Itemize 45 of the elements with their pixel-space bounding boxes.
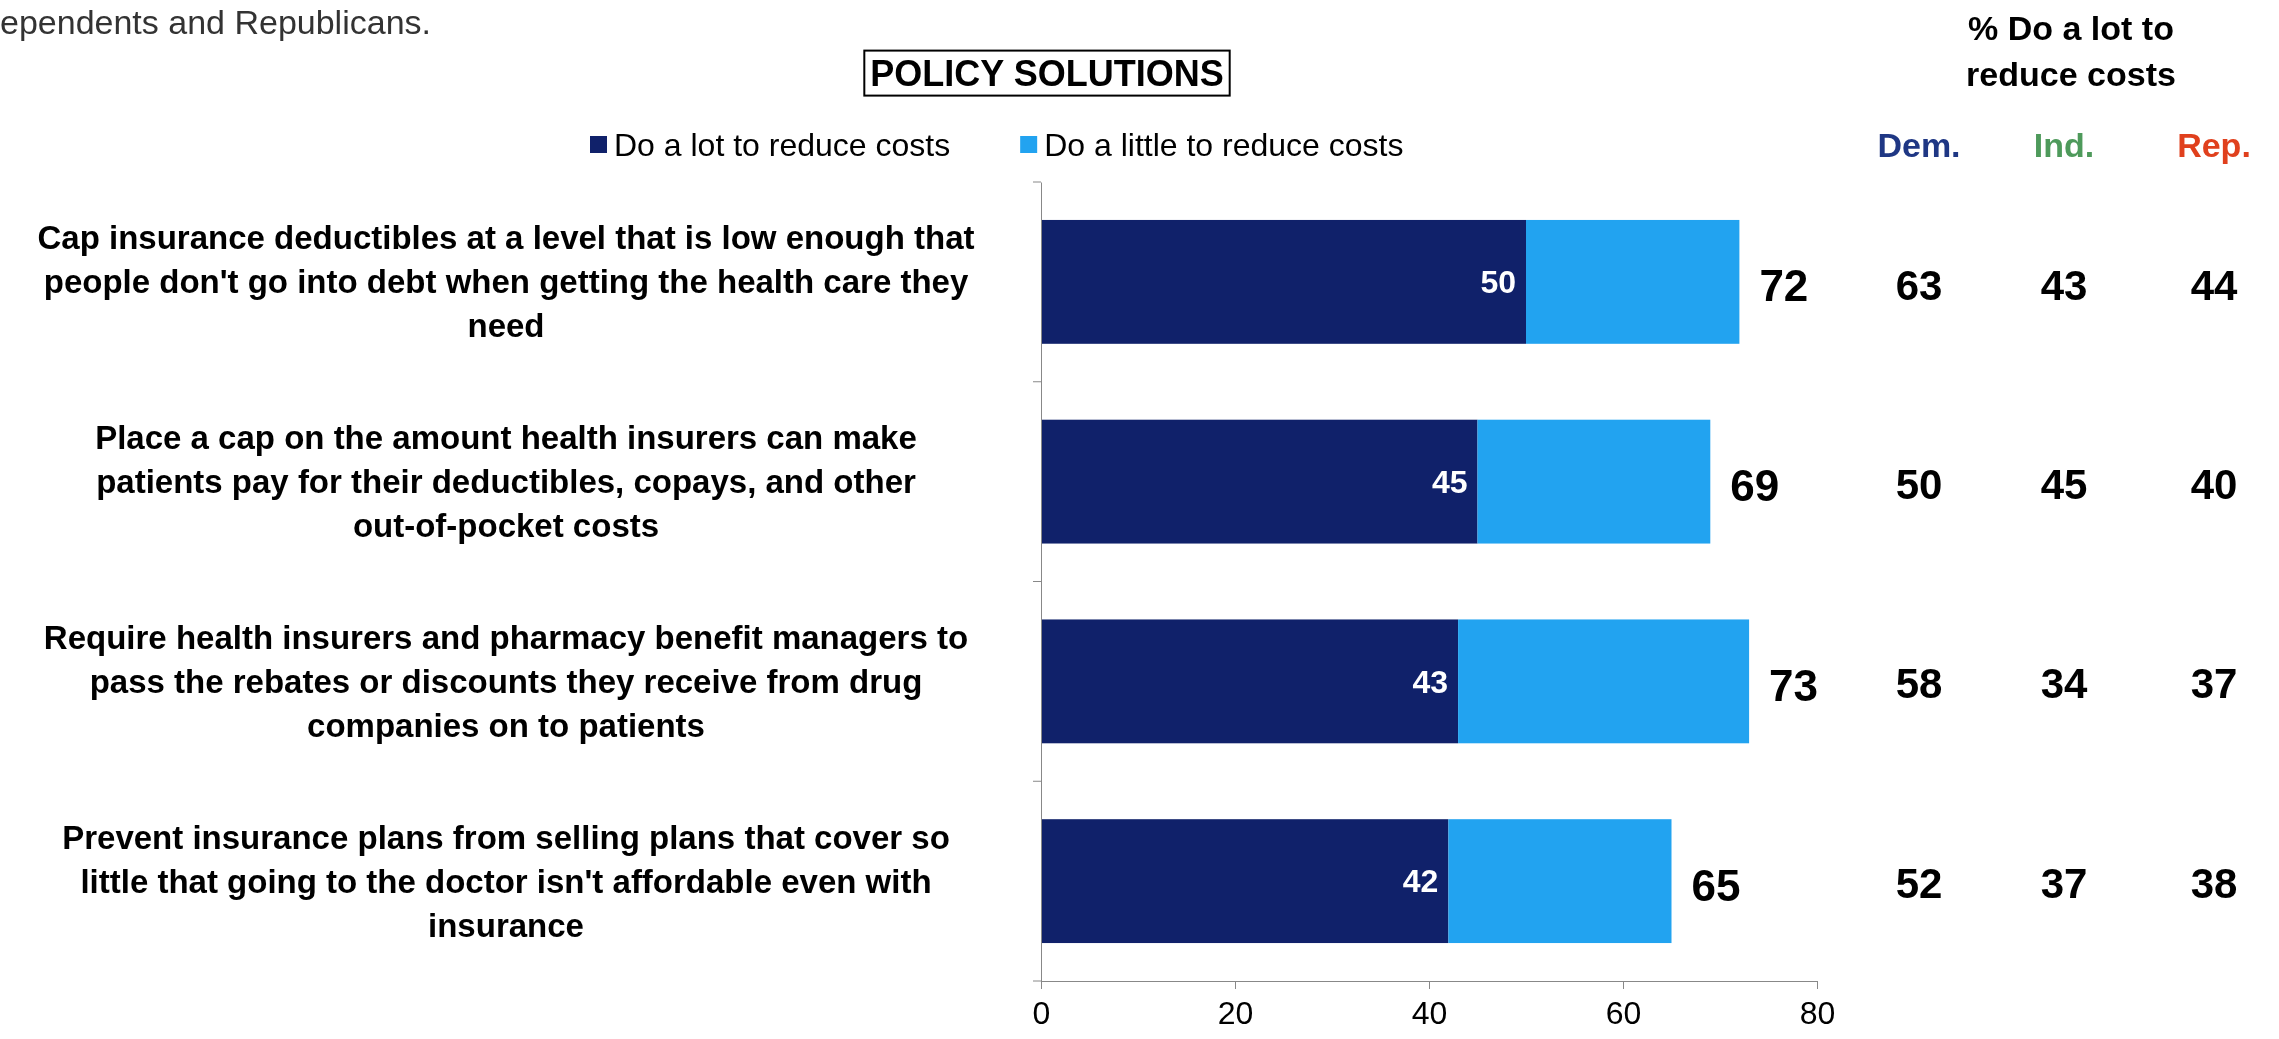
data-label: 52 bbox=[1895, 859, 1943, 907]
data-label: 38 bbox=[2190, 859, 2238, 907]
bar bbox=[1477, 419, 1711, 544]
bar bbox=[1526, 219, 1740, 344]
legend-label: Do a lot to reduce costs bbox=[614, 127, 951, 164]
y-tick-label: Prevent insurance plans from selling plans that cover so little that going to the doctor isn't affordable even with insurance bbox=[62, 818, 950, 944]
data-label: 42 bbox=[1402, 863, 1439, 900]
y-tick-label: Cap insurance deductibles at a level that is low enough that people don't go into debt when getting the health care they need bbox=[37, 219, 975, 345]
bar bbox=[1041, 419, 1478, 544]
x-tick-label: 60 bbox=[1605, 995, 1642, 1031]
bar bbox=[1448, 819, 1672, 944]
data-label: 40 bbox=[2190, 460, 2238, 508]
text: ependents and Republicans. bbox=[0, 2, 431, 41]
x-tick-label: 0 bbox=[1032, 995, 1051, 1031]
bar bbox=[1041, 619, 1459, 744]
legend-label: Do a little to reduce costs bbox=[1044, 127, 1404, 164]
x-tick-label: 20 bbox=[1217, 995, 1254, 1031]
bar bbox=[1041, 819, 1449, 944]
y-tick-label: Require health insurers and pharmacy benefit managers to pass the rebates or discounts they receive from drug companies on to patients bbox=[43, 618, 969, 744]
x-tick-label: 80 bbox=[1799, 995, 1836, 1031]
data-label: 45 bbox=[1431, 463, 1468, 500]
data-label: 37 bbox=[2190, 659, 2238, 707]
total-label: 72 bbox=[1759, 261, 1809, 311]
x-tick-label: Rep. bbox=[2177, 125, 2251, 164]
data-label: 44 bbox=[2190, 261, 2238, 309]
x-tick-label: Dem. bbox=[1877, 125, 1961, 164]
total-label: 73 bbox=[1769, 660, 1819, 710]
total-label: 69 bbox=[1730, 461, 1780, 511]
data-label: 43 bbox=[2040, 261, 2088, 309]
total-label: 65 bbox=[1691, 860, 1741, 910]
x-tick-label: 40 bbox=[1411, 995, 1448, 1031]
y-tick-label: Place a cap on the amount health insurers can make patients pay for their deductibles, copays, and other out-of-pocket costs bbox=[95, 419, 917, 545]
data-label: 43 bbox=[1412, 663, 1449, 700]
chart-title: % Do a lot to reduce costs bbox=[1966, 8, 2176, 93]
data-label: 37 bbox=[2040, 859, 2088, 907]
x-tick-label: Ind. bbox=[2033, 125, 2095, 164]
data-label: 63 bbox=[1895, 261, 1943, 309]
data-label: 58 bbox=[1895, 659, 1943, 707]
data-label: 34 bbox=[2040, 659, 2088, 707]
data-label: 45 bbox=[2040, 460, 2088, 508]
data-label: 50 bbox=[1895, 460, 1943, 508]
bar bbox=[1458, 619, 1750, 744]
bar bbox=[1041, 219, 1526, 344]
chart-title: POLICY SOLUTIONS bbox=[870, 52, 1224, 94]
data-label: 50 bbox=[1480, 264, 1516, 301]
